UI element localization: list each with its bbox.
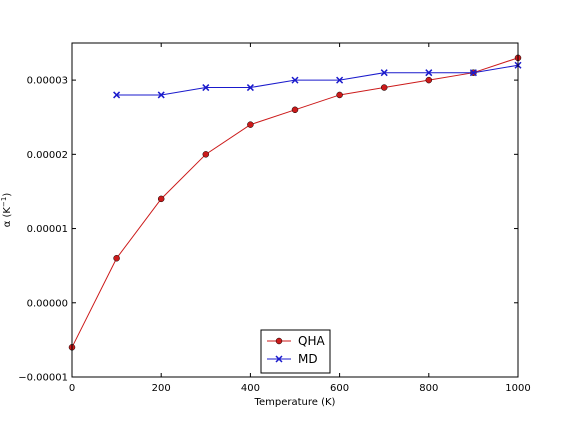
y-axis-label-exponent: −1	[0, 197, 8, 207]
legend-marker-qha	[275, 337, 283, 345]
x-tick-label: 800	[419, 383, 438, 394]
x-tick-label: 0	[69, 383, 75, 394]
data-point-qha	[202, 151, 210, 158]
data-point-md	[469, 69, 477, 77]
legend-box	[260, 329, 331, 374]
data-point-md	[202, 84, 210, 92]
series-line-md	[116, 64, 519, 96]
plot-area	[72, 43, 518, 377]
data-point-qha	[425, 76, 433, 84]
y-tick-label: 0.00003	[27, 76, 68, 87]
x-tick-label: 200	[152, 383, 171, 394]
y-tick-label: 0.00001	[27, 224, 68, 235]
data-point-qha	[157, 195, 165, 203]
data-point-md	[380, 69, 388, 77]
ticks-layer: 0 200 400 600 800 1000 −0.00001 0.00000 0.00001 0…	[18, 43, 531, 394]
data-point-md	[425, 69, 433, 77]
y-axis-label-suffix: )	[2, 193, 13, 197]
x-tick-label: 1000	[505, 383, 530, 394]
data-point-md	[336, 76, 344, 84]
data-point-qha	[113, 254, 120, 262]
legend-marker-md	[275, 355, 283, 363]
y-axis-label: α (K−1)	[0, 193, 13, 228]
series-layer	[68, 54, 522, 351]
x-tick-label: 600	[330, 383, 349, 394]
x-tick-label: 400	[241, 383, 260, 394]
data-point-md	[246, 84, 254, 92]
plot-frame	[71, 42, 519, 378]
data-point-md	[157, 91, 165, 99]
y-tick-label: −0.00001	[18, 373, 68, 384]
data-point-md	[113, 91, 121, 99]
legend-label-qha: QHA	[298, 334, 325, 348]
y-axis-label-prefix: α (K	[2, 207, 13, 228]
data-point-qha	[336, 91, 343, 99]
data-point-qha	[380, 84, 388, 91]
data-point-qha	[247, 121, 254, 128]
legend: QHA MD	[260, 329, 331, 374]
y-tick-label: 0.00000	[27, 298, 68, 309]
legend-label-md: MD	[298, 352, 318, 366]
data-point-md	[291, 76, 299, 84]
x-axis-label: Temperature (K)	[254, 397, 336, 408]
data-point-qha	[291, 106, 299, 114]
y-tick-label: 0.00002	[27, 150, 68, 161]
